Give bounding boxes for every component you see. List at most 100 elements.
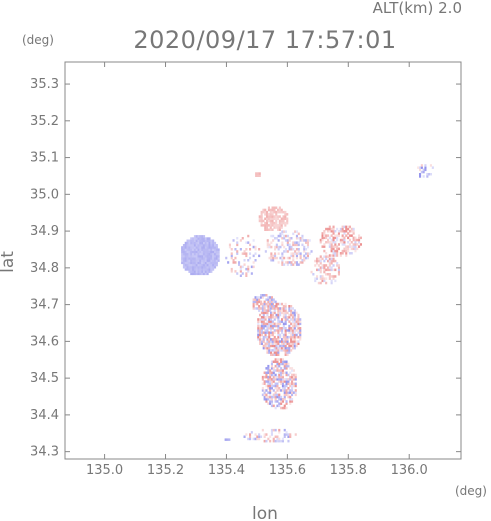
echo-cell [258, 215, 261, 218]
echo-cell [276, 375, 279, 379]
echo-cell [204, 246, 207, 249]
echo-cell [285, 367, 288, 370]
echo-cell [193, 272, 196, 276]
echo-cell [271, 217, 274, 220]
echo-cell [286, 243, 289, 247]
echo-cell [190, 259, 193, 262]
echo-cell [272, 254, 275, 258]
echo-cell [266, 221, 269, 225]
echo-cell [273, 331, 276, 334]
echo-cell [201, 272, 204, 276]
echo-cell [232, 239, 235, 242]
echo-cell [271, 342, 274, 345]
echo-cell [266, 346, 269, 350]
echo-cell [284, 333, 287, 337]
echo-cell [291, 316, 294, 319]
echo-cell [278, 221, 281, 225]
echo-cell [292, 373, 295, 377]
echo-cell [321, 264, 324, 267]
echo-cell [281, 252, 284, 255]
echo-cell [283, 263, 286, 266]
echo-cell [345, 230, 348, 233]
echo-cell [336, 236, 339, 240]
echo-cell [271, 313, 274, 317]
echo-cell [184, 248, 187, 251]
echo-cell [350, 241, 353, 244]
echo-cell [264, 210, 267, 214]
echo-cell [269, 378, 272, 381]
echo-cell [264, 226, 267, 229]
echo-cell [266, 349, 269, 352]
echo-cell [287, 387, 290, 390]
echo-cell [325, 252, 328, 255]
echo-cell [275, 206, 278, 209]
echo-cell [284, 213, 287, 216]
echo-cell [272, 375, 275, 379]
echo-cell [192, 237, 195, 240]
echo-cell [429, 173, 432, 176]
echo-cell [266, 331, 269, 334]
echo-cell [327, 255, 330, 258]
y-tick-label: 35.0 [30, 187, 59, 202]
echo-cell [192, 241, 195, 245]
echo-cell [295, 318, 298, 321]
echo-cell [255, 174, 258, 177]
echo-cell [234, 256, 237, 260]
echo-cell [420, 164, 423, 167]
echo-cell [193, 248, 196, 251]
echo-cell [293, 344, 296, 348]
echo-cell [201, 250, 204, 254]
echo-cell [247, 234, 250, 238]
echo-cell [350, 252, 353, 255]
echo-cell [291, 318, 294, 321]
echo-cell [301, 239, 304, 242]
echo-cell [303, 254, 306, 258]
echo-cell [332, 236, 335, 240]
altitude-label: ALT(km) 2.0 [373, 0, 462, 17]
echo-cell [286, 311, 289, 315]
echo-cell [197, 259, 200, 262]
echo-cell [274, 248, 277, 251]
echo-cell [271, 221, 274, 225]
echo-cell [258, 433, 261, 436]
echo-cell [195, 255, 198, 258]
echo-cell [330, 262, 333, 265]
echo-cell [206, 272, 209, 276]
echo-cell [292, 254, 295, 258]
echo-cell [256, 296, 259, 299]
echo-cell [267, 298, 270, 301]
echo-cell [195, 272, 198, 276]
echo-cell [282, 349, 285, 352]
echo-cell [181, 257, 184, 260]
echo-cell [190, 241, 193, 245]
echo-cell [292, 375, 295, 379]
echo-cell [192, 252, 195, 256]
echo-cell [328, 259, 331, 263]
echo-cell [257, 331, 260, 334]
echo-cell [236, 252, 239, 255]
echo-cell [197, 272, 200, 276]
echo-cell [270, 338, 273, 341]
echo-cell [273, 316, 276, 319]
echo-cell [230, 248, 233, 251]
y-tick-label: 35.2 [30, 114, 59, 129]
echo-cell [273, 307, 276, 310]
echo-cell [321, 275, 324, 278]
echo-cell [266, 338, 269, 341]
echo-cell [263, 398, 266, 401]
echo-cell [257, 327, 260, 330]
echo-cell [305, 248, 308, 251]
echo-cell [281, 320, 284, 323]
echo-cell [272, 371, 275, 374]
echo-cell [260, 215, 263, 218]
echo-cell [288, 327, 291, 330]
echo-cell [278, 210, 281, 214]
echo-cell [286, 239, 289, 242]
echo-cell [319, 268, 322, 272]
echo-cell [215, 246, 218, 249]
echo-cell [347, 232, 350, 235]
echo-cell [330, 234, 333, 237]
echo-cell [199, 237, 202, 240]
echo-cell [254, 433, 257, 436]
